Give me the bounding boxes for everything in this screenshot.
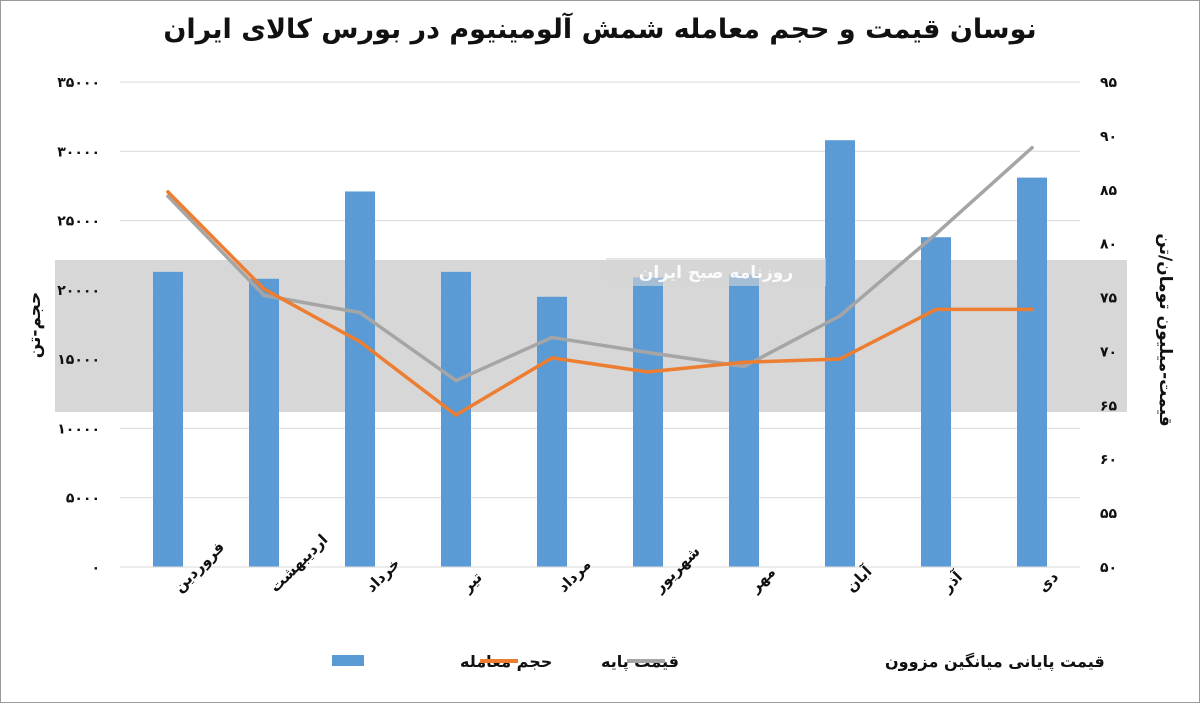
bar bbox=[441, 271, 471, 567]
y-left-tick-label: ۳۵۰۰۰ bbox=[57, 75, 100, 91]
y-right-tick-label: ۶۰ bbox=[1100, 452, 1117, 468]
bar bbox=[729, 274, 759, 567]
y-left-tick-label: ۲۰۰۰۰ bbox=[57, 283, 100, 299]
line-point bbox=[550, 356, 554, 360]
y-left-tick-label: ۲۵۰۰۰ bbox=[57, 214, 100, 230]
y-right-tick-label: ۹۰ bbox=[1100, 129, 1117, 145]
line-point bbox=[262, 287, 266, 291]
series-line bbox=[166, 145, 1034, 383]
line-point bbox=[934, 307, 938, 312]
bar bbox=[345, 191, 375, 567]
y-right-tick-label: ۷۵ bbox=[1100, 291, 1118, 307]
bar bbox=[153, 271, 183, 567]
y-right-tick-label: ۷۰ bbox=[1100, 344, 1117, 360]
line-point bbox=[454, 378, 458, 383]
x-tick-label: آذر bbox=[937, 567, 966, 596]
bar bbox=[1017, 177, 1047, 567]
y-right-tick-label: ۹۵ bbox=[1100, 75, 1118, 91]
y-left-tick-label: ۳۰۰۰۰ bbox=[57, 144, 100, 160]
bar bbox=[249, 278, 279, 567]
legend-label-avg-price: قیمت پایانی میانگین مزوون bbox=[885, 652, 1105, 672]
watermark-band bbox=[55, 260, 1127, 412]
y-right-axis-title: قیمت-میلیون تومان/تن bbox=[1155, 233, 1175, 426]
x-tick-label: دی bbox=[1034, 568, 1062, 596]
line-point bbox=[1030, 145, 1034, 150]
line-point bbox=[838, 357, 842, 361]
watermark-label-box bbox=[606, 258, 826, 286]
line-point bbox=[838, 314, 842, 318]
x-tick-label: مهر bbox=[745, 563, 779, 597]
chart-title: نوسان قیمت و حجم معامله شمش آلومینیوم در… bbox=[163, 14, 1037, 45]
y-left-axis-title: حجم-تن bbox=[25, 292, 45, 359]
line-point bbox=[166, 190, 170, 194]
y-right-tick-label: ۸۵ bbox=[1100, 183, 1118, 199]
y-left-tick-label: ۵۰۰۰ bbox=[66, 491, 100, 507]
line-point bbox=[742, 360, 746, 365]
bar bbox=[921, 237, 951, 567]
line-point bbox=[934, 232, 938, 236]
y-left-tick-label: ۰ bbox=[91, 560, 100, 576]
line-point bbox=[358, 310, 362, 315]
y-right-tick-label: ۵۵ bbox=[1100, 506, 1118, 522]
series-line bbox=[166, 190, 1034, 417]
y-left-tick-label: ۱۰۰۰۰ bbox=[57, 421, 100, 437]
line-point bbox=[1030, 307, 1034, 312]
line-point bbox=[262, 293, 266, 298]
y-left-tick-label: ۱۵۰۰۰ bbox=[57, 352, 100, 368]
line-point bbox=[166, 194, 170, 199]
x-tick-label: تیر bbox=[457, 568, 485, 596]
line-point bbox=[742, 364, 746, 369]
y-right-tick-label: ۶۵ bbox=[1100, 398, 1118, 414]
line-point bbox=[646, 370, 650, 374]
y-right-tick-label: ۵۰ bbox=[1100, 560, 1117, 576]
bar bbox=[633, 277, 663, 567]
line-point bbox=[550, 335, 554, 340]
legend-swatch-bar bbox=[332, 655, 364, 666]
watermark-text: روزنامه صبح ایران bbox=[639, 263, 793, 283]
y-right-tick-label: ۸۰ bbox=[1100, 237, 1117, 253]
line-point bbox=[358, 339, 362, 344]
line-point bbox=[646, 350, 650, 355]
line-point bbox=[454, 413, 458, 417]
